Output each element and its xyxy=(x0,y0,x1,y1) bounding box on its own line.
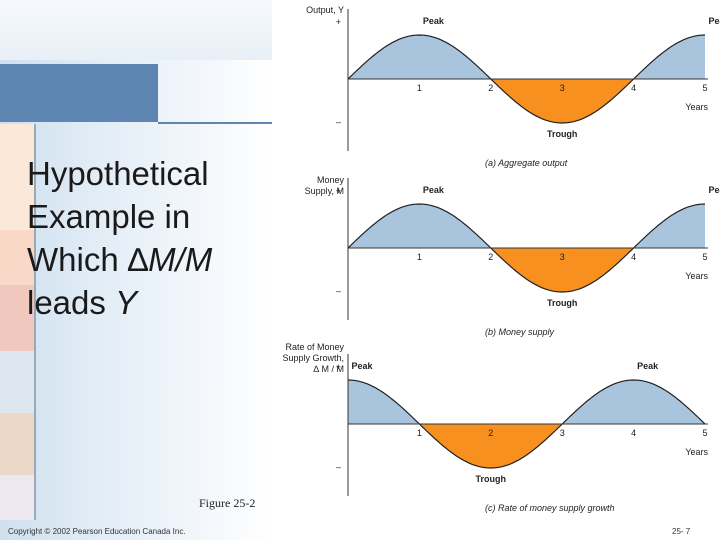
x-tick-label: 1 xyxy=(417,252,422,262)
trough-label: Trough xyxy=(547,129,578,139)
slide-title: Hypothetical Example in Which ∆M/M leads Y xyxy=(27,152,267,324)
x-tick-label: 2 xyxy=(488,428,493,438)
slide-title-line: Hypothetical xyxy=(27,152,267,195)
minus-label: – xyxy=(336,117,341,127)
decor-block xyxy=(0,475,34,520)
figure-label: Figure 25-2 xyxy=(199,496,256,510)
minus-label: – xyxy=(336,462,341,472)
peak-label: Peak xyxy=(637,361,659,371)
x-tick-label: 5 xyxy=(702,83,707,93)
y-axis-label: Supply Growth, xyxy=(282,353,344,363)
copyright-text: Copyright © 2002 Pearson Education Canad… xyxy=(8,527,186,536)
plus-label: + xyxy=(336,17,341,27)
y-axis-label: Rate of Money xyxy=(285,342,344,352)
page-number: 25- 7 xyxy=(672,527,691,536)
x-tick-label: 2 xyxy=(488,83,493,93)
slide-title-line: leads Y xyxy=(27,281,267,324)
y-axis-label: Supply, M xyxy=(305,186,344,196)
plus-label: + xyxy=(336,362,341,372)
x-axis-label: Years xyxy=(685,447,708,457)
contraction-area xyxy=(348,79,705,123)
peak-label: Peak xyxy=(708,185,720,195)
trough-label: Trough xyxy=(476,474,507,484)
decor-divider xyxy=(34,124,36,520)
x-tick-label: 2 xyxy=(488,252,493,262)
series-line xyxy=(347,34,706,124)
contraction-area xyxy=(348,424,705,468)
x-tick-label: 1 xyxy=(417,428,422,438)
chart-caption: (c) Rate of money supply growth xyxy=(485,503,615,513)
expansion-area xyxy=(348,204,705,248)
y-axis-label: Money xyxy=(317,175,345,185)
peak-label: Peak xyxy=(351,361,373,371)
peak-label: Peak xyxy=(708,16,720,26)
peak-label: Peak xyxy=(423,16,445,26)
x-axis-label: Years xyxy=(685,271,708,281)
slide-title-line: Which ∆M/M xyxy=(27,238,267,281)
y-axis-label: ∆ M / M xyxy=(313,364,344,374)
left-panel-top xyxy=(0,0,272,60)
business-cycle-figure: + – Output, Y 1 2 3 4 5 Years Peak Peak Trough (a) A… xyxy=(282,5,720,513)
slide-title-text: Hypothetical xyxy=(27,155,209,192)
contraction-area xyxy=(348,248,705,292)
slide-title-line: Example in xyxy=(27,195,267,238)
decor-block xyxy=(0,351,34,413)
decor-block xyxy=(0,285,34,351)
x-axis-label: Years xyxy=(685,102,708,112)
chart-panel: + – Output, Y 1 2 3 4 5 Years Peak Peak Trough (a) A… xyxy=(306,5,720,168)
series-line xyxy=(347,203,706,293)
trough-label: Trough xyxy=(547,298,578,308)
title-accent-bar xyxy=(0,64,158,122)
x-tick-label: 3 xyxy=(560,428,565,438)
slide-title-text: M/M xyxy=(148,241,213,278)
chart-caption: (a) Aggregate output xyxy=(485,158,568,168)
expansion-area xyxy=(348,35,705,79)
x-tick-label: 1 xyxy=(417,83,422,93)
x-tick-label: 4 xyxy=(631,83,636,93)
x-tick-label: 5 xyxy=(702,252,707,262)
expansion-area xyxy=(348,380,705,424)
decor-block xyxy=(0,124,34,230)
slide-title-text: Example in xyxy=(27,198,191,235)
x-tick-label: 5 xyxy=(702,428,707,438)
y-axis-label: Output, Y xyxy=(306,5,344,15)
peak-label: Peak xyxy=(423,185,445,195)
series-line xyxy=(347,379,706,469)
slide-title-text: ∆ xyxy=(127,241,149,278)
x-tick-label: 4 xyxy=(631,252,636,262)
slide-title-text: leads xyxy=(27,284,116,321)
x-tick-label: 3 xyxy=(560,83,565,93)
x-tick-label: 3 xyxy=(560,252,565,262)
x-tick-label: 4 xyxy=(631,428,636,438)
minus-label: – xyxy=(336,286,341,296)
title-accent-line xyxy=(158,122,272,124)
plus-label: + xyxy=(336,186,341,196)
decor-block xyxy=(0,230,34,285)
slide-title-text: Which xyxy=(27,241,128,278)
slide-title-text: Y xyxy=(115,284,138,321)
decor-block xyxy=(0,413,34,475)
chart-caption: (b) Money supply xyxy=(485,327,555,337)
